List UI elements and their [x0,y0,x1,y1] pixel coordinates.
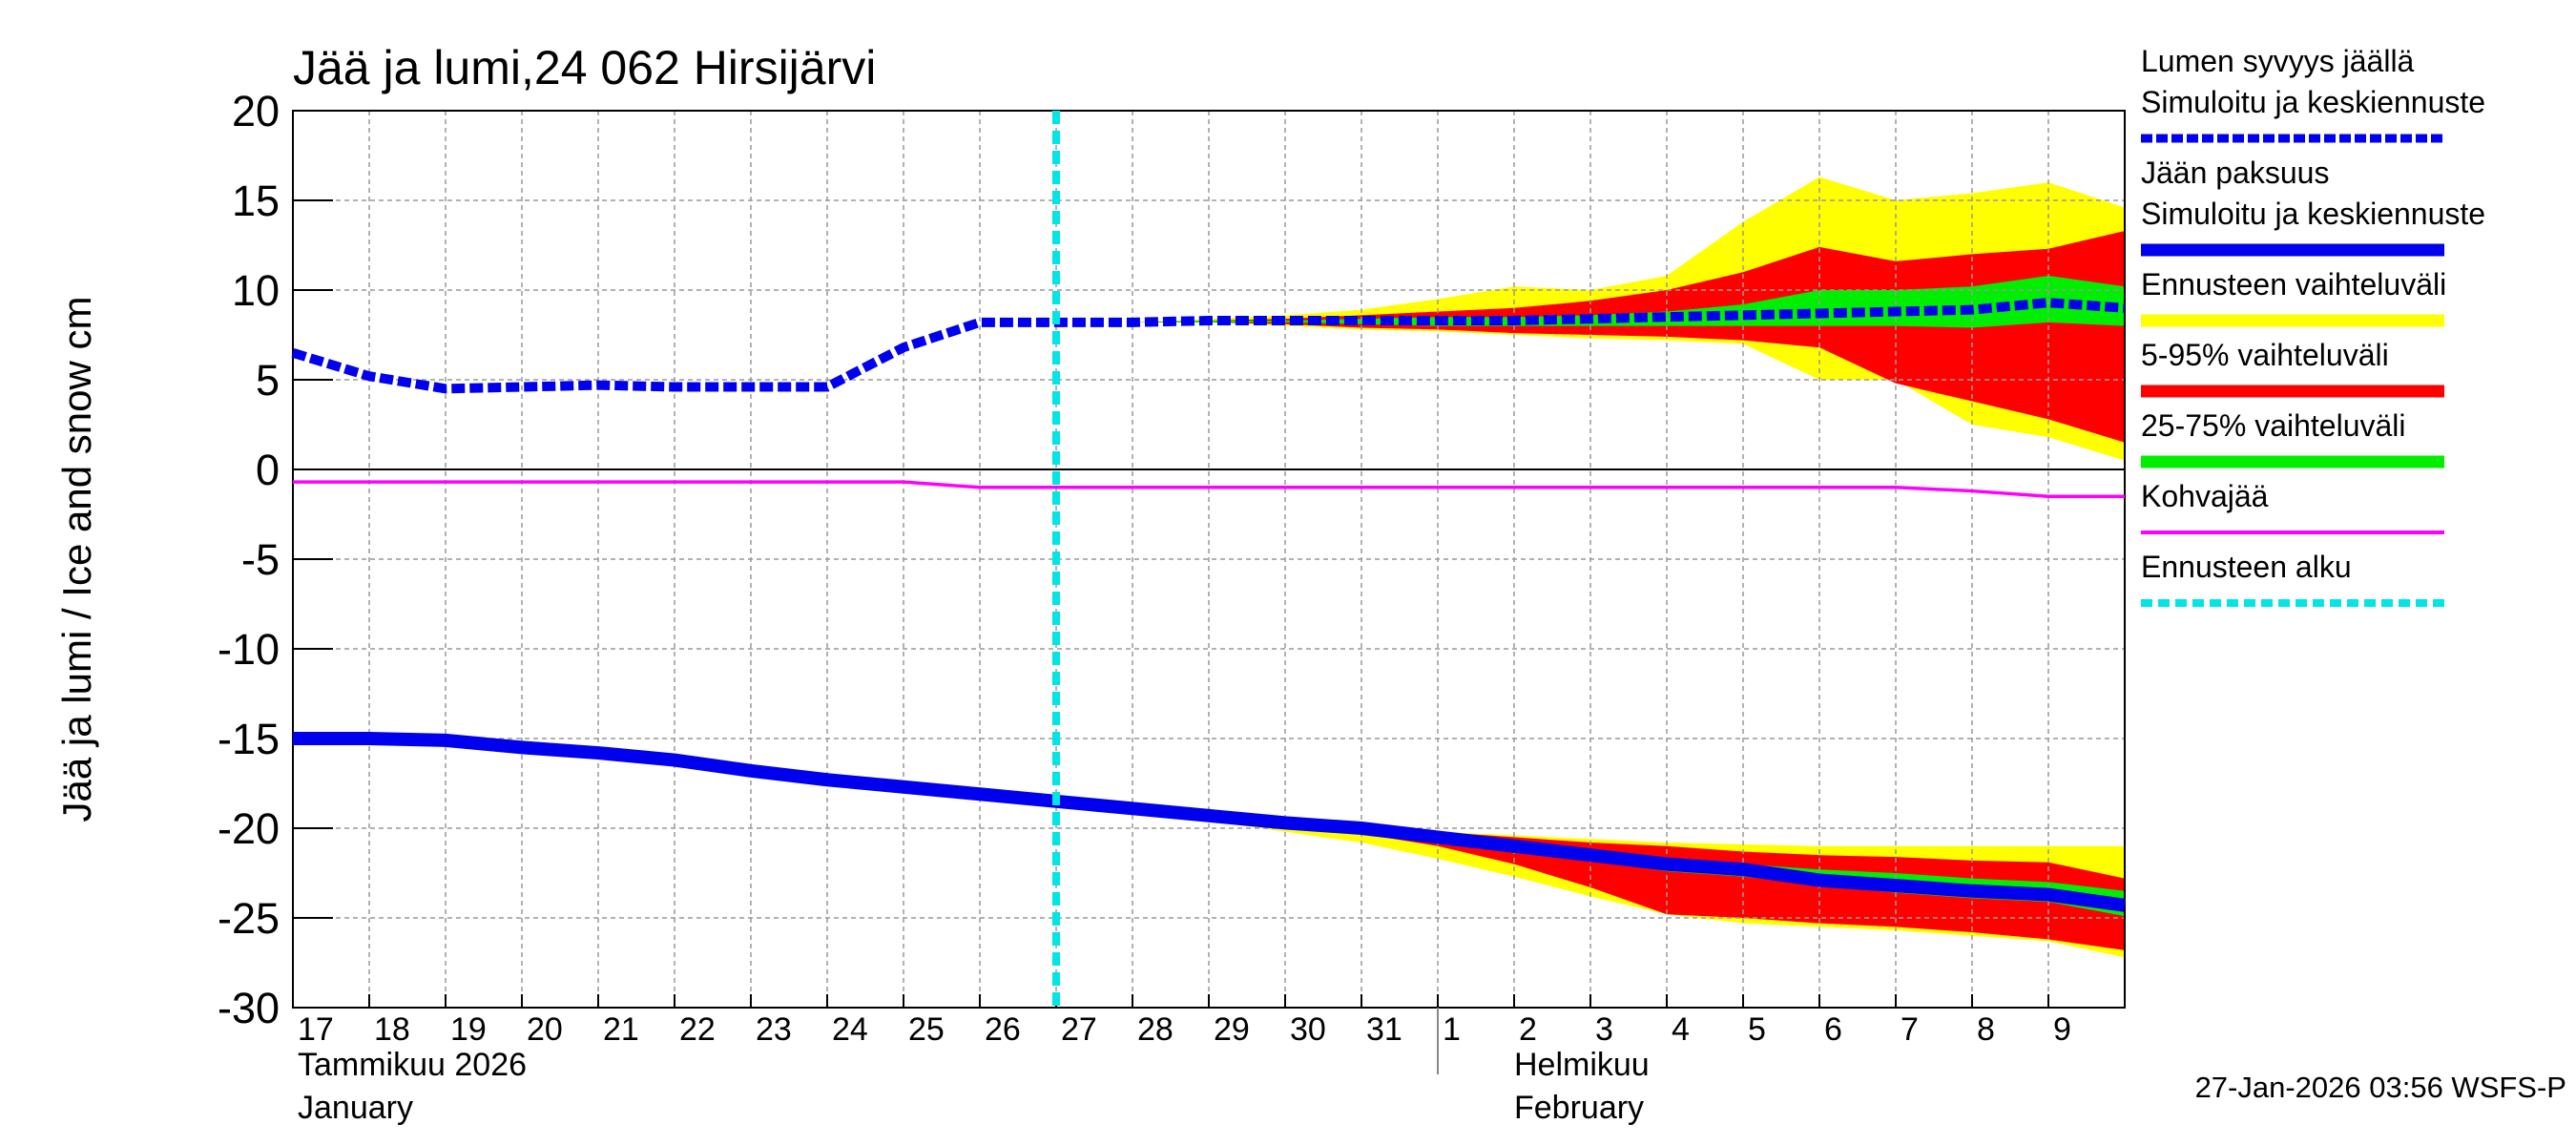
legend-label: 25-75% vaihteluväli [2141,408,2406,443]
legend-label: Kohvajää [2141,479,2269,513]
legend-label: Jään paksuus [2141,156,2329,190]
x-tick-label: 8 [1977,1011,1995,1048]
x-tick-label: 6 [1824,1011,1842,1048]
legend-label: Lumen syvyys jäällä [2141,44,2415,78]
y-tick-label: -5 [241,535,280,584]
x-tick-label: 5 [1748,1011,1766,1048]
x-tick-label: 18 [374,1011,410,1048]
x-tick-label: 1 [1443,1011,1461,1048]
x-tick-label: 26 [985,1011,1021,1048]
plot-frame [292,110,2126,1009]
legend-label: Simuloitu ja keskiennuste [2141,197,2485,231]
x-tick-label: 22 [679,1011,716,1048]
y-tick-label: -20 [218,804,280,853]
slush-line [293,480,2125,498]
month-label: January [298,1090,413,1126]
footer: 27-Jan-2026 03:56 WSFS-P [2195,1071,2566,1104]
x-tick-label: 23 [756,1011,792,1048]
legend-label: 5-95% vaihteluväli [2141,338,2389,372]
x-tick-label: 30 [1290,1011,1326,1048]
x-tick-label: 28 [1137,1011,1174,1048]
x-tick-label: 9 [2053,1011,2071,1048]
snow-line [291,298,2126,394]
x-tick-label: 29 [1214,1011,1250,1048]
month-label: Tammikuu 2026 [298,1047,527,1083]
month-label: Helmikuu [1514,1047,1650,1083]
y-tick-label: -30 [218,984,280,1032]
y-tick-label: -15 [218,715,280,763]
legend-label: Simuloitu ja keskiennuste [2141,85,2485,119]
x-tick-label: 25 [908,1011,945,1048]
y-tick-label: 10 [232,266,280,315]
y-tick-label: 5 [256,356,280,405]
forecast-band [1132,808,2125,950]
x-tick-label: 7 [1901,1011,1919,1048]
x-tick-label: 27 [1061,1011,1097,1048]
x-tick-label: 21 [603,1011,639,1048]
y-tick-label: 15 [232,177,280,225]
x-tick-label: 20 [527,1011,563,1048]
ice-line [293,732,2126,912]
x-tick-label: 24 [832,1011,868,1048]
x-tick-label: 19 [450,1011,487,1048]
month-label: February [1514,1090,1644,1126]
x-tick-label: 31 [1366,1011,1402,1048]
x-tick-label: 17 [298,1011,334,1048]
chart-title: Jää ja lumi,24 062 Hirsijärvi [293,41,876,94]
y-tick-label: -10 [218,625,280,674]
y-axis-label: Jää ja lumi / Ice and snow cm [54,297,99,822]
y-tick-label: 20 [232,87,280,135]
y-tick-label: -25 [218,894,280,943]
x-tick-label: 2 [1519,1011,1537,1048]
x-tick-label: 4 [1672,1011,1690,1048]
forecast-band [1132,230,2125,443]
legend-label: Ennusteen vaihteluväli [2141,267,2446,302]
x-tick-label: 3 [1595,1011,1613,1048]
legend-label: Ennusteen alku [2141,550,2352,584]
y-tick-label: 0 [256,446,280,494]
